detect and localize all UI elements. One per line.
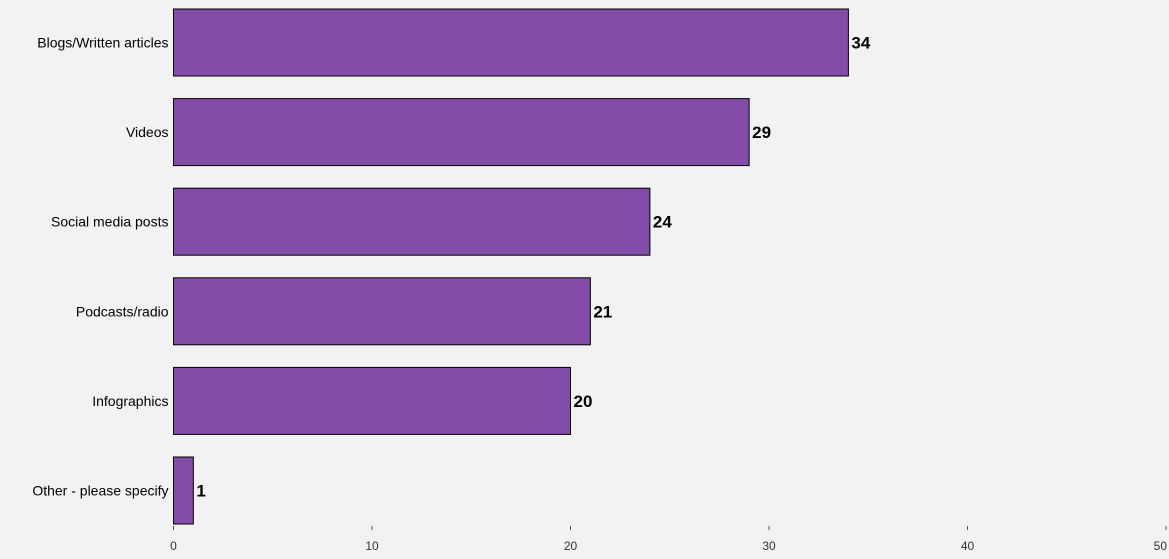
bar-4 [173,366,571,435]
bar-2 [173,187,651,256]
x-tick-label-5: 50 [1154,539,1168,553]
category-label-2: Social media posts [51,214,169,230]
category-label-4: Infographics [92,393,168,409]
bars-group [173,8,849,525]
value-label-3: 21 [593,302,612,321]
bar-0 [173,8,849,77]
value-labels-group: 34 29 24 21 20 1 [196,34,871,501]
category-label-0: Blogs/Written articles [37,35,168,51]
x-tick-label-3: 30 [762,539,776,553]
x-tick-label-1: 10 [365,539,379,553]
x-tick-label-4: 40 [961,539,975,553]
value-label-5: 1 [196,482,205,501]
x-axis: 0 10 20 30 40 50 [170,526,1167,553]
category-label-5: Other - please specify [32,483,168,499]
x-tick-label-0: 0 [170,539,177,553]
value-label-2: 24 [653,213,672,232]
value-label-4: 20 [574,392,593,411]
category-label-1: Videos [126,124,169,140]
value-label-1: 29 [752,123,771,142]
x-tick-label-2: 20 [564,539,578,553]
bar-1 [173,98,750,167]
bar-5 [173,456,194,525]
category-labels-group: Blogs/Written articles Videos Social media… [32,35,168,499]
bar-3 [173,277,591,346]
value-label-0: 34 [851,34,870,53]
category-label-3: Podcasts/radio [76,303,169,319]
